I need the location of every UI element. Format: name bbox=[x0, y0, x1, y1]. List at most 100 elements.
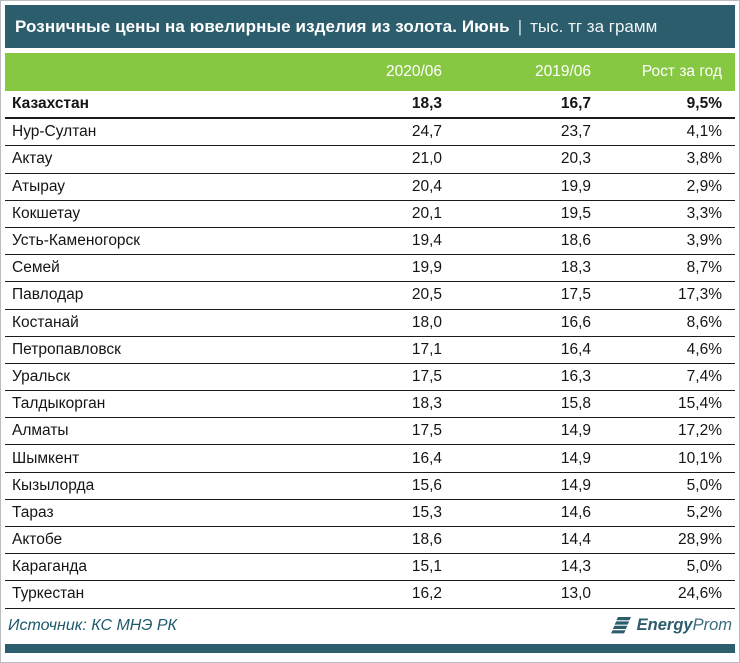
city-name-cell: Семей bbox=[5, 254, 373, 283]
column-header-growth: Рост за год bbox=[597, 53, 735, 91]
city-name-cell: Костанай bbox=[5, 309, 373, 337]
price-2020-cell: 19,9 bbox=[373, 254, 448, 283]
table-row: Кызылорда 15,6 14,9 5,0% bbox=[5, 472, 735, 500]
city-name-cell: Талдыкорган bbox=[5, 390, 373, 419]
energyprom-icon bbox=[610, 616, 632, 636]
table-row: Кокшетау 20,1 19,5 3,3% bbox=[5, 200, 735, 228]
city-name-cell: Павлодар bbox=[5, 281, 373, 310]
price-2020-cell: 18,0 bbox=[373, 309, 448, 337]
title-unit: тыс. тг за грамм bbox=[530, 16, 658, 36]
price-2019-cell: 20,3 bbox=[448, 145, 597, 174]
price-2019-cell: 15,8 bbox=[448, 390, 597, 419]
price-2019-cell: 23,7 bbox=[448, 118, 597, 147]
table-row: Алматы 17,5 14,9 17,2% bbox=[5, 417, 735, 446]
table-row: Шымкент 16,4 14,9 10,1% bbox=[5, 444, 735, 473]
table-row: Костанай 18,0 16,6 8,6% bbox=[5, 309, 735, 337]
title-separator: | bbox=[517, 16, 523, 36]
price-2020-cell: 18,3 bbox=[373, 390, 448, 419]
price-2020-cell: 20,4 bbox=[373, 173, 448, 201]
city-name-cell: Кокшетау bbox=[5, 200, 373, 228]
growth-cell: 7,4% bbox=[597, 363, 735, 392]
growth-cell: 8,7% bbox=[597, 254, 735, 283]
column-header-2019-06: 2019/06 bbox=[448, 53, 597, 91]
price-2019-cell: 13,0 bbox=[448, 580, 597, 609]
growth-cell: 17,3% bbox=[597, 281, 735, 310]
price-table: 2020/06 2019/06 Рост за год Казахстан 18,… bbox=[5, 53, 735, 609]
bottom-accent-bar bbox=[5, 643, 735, 653]
price-2020-cell: 19,4 bbox=[373, 227, 448, 256]
city-name-cell: Караганда bbox=[5, 553, 373, 582]
city-name-cell: Актау bbox=[5, 145, 373, 174]
price-2020-cell: 17,5 bbox=[373, 363, 448, 392]
price-2019-cell: 14,9 bbox=[448, 444, 597, 473]
price-2019-cell: 14,9 bbox=[448, 472, 597, 500]
growth-cell: 17,2% bbox=[597, 417, 735, 446]
price-2019-cell: 19,5 bbox=[448, 200, 597, 228]
growth-cell: 4,6% bbox=[597, 336, 735, 364]
price-2020-cell: 18,3 bbox=[373, 91, 448, 120]
price-2020-cell: 17,1 bbox=[373, 336, 448, 364]
price-2020-cell: 15,3 bbox=[373, 499, 448, 528]
city-name-cell: Туркестан bbox=[5, 580, 373, 609]
price-2019-cell: 19,9 bbox=[448, 173, 597, 201]
price-2019-cell: 18,6 bbox=[448, 227, 597, 256]
growth-cell: 5,0% bbox=[597, 553, 735, 582]
table-row: Талдыкорган 18,3 15,8 15,4% bbox=[5, 390, 735, 419]
price-2020-cell: 20,5 bbox=[373, 281, 448, 310]
city-name-cell: Алматы bbox=[5, 417, 373, 446]
city-name-cell: Нур-Султан bbox=[5, 118, 373, 147]
title-bar: Розничные цены на ювелирные изделия из з… bbox=[5, 5, 735, 48]
growth-cell: 24,6% bbox=[597, 580, 735, 609]
price-2019-cell: 14,4 bbox=[448, 526, 597, 555]
table-row: Туркестан 16,2 13,0 24,6% bbox=[5, 580, 735, 609]
price-2020-cell: 20,1 bbox=[373, 200, 448, 228]
price-2020-cell: 18,6 bbox=[373, 526, 448, 555]
table-row: Усть-Каменогорск 19,4 18,6 3,9% bbox=[5, 227, 735, 256]
table-row: Тараз 15,3 14,6 5,2% bbox=[5, 499, 735, 528]
city-name-cell: Казахстан bbox=[5, 91, 373, 120]
city-name-cell: Тараз bbox=[5, 499, 373, 528]
price-2019-cell: 16,3 bbox=[448, 363, 597, 392]
growth-cell: 28,9% bbox=[597, 526, 735, 555]
city-name-cell: Кызылорда bbox=[5, 472, 373, 500]
table-row: Петропавловск 17,1 16,4 4,6% bbox=[5, 336, 735, 364]
price-2019-cell: 16,6 bbox=[448, 309, 597, 337]
price-2019-cell: 16,4 bbox=[448, 336, 597, 364]
table-row: Казахстан 18,3 16,7 9,5% bbox=[5, 91, 735, 120]
city-name-cell: Уральск bbox=[5, 363, 373, 392]
footer: Источник: КС МНЭ РК EnergyProm bbox=[5, 609, 735, 643]
growth-cell: 3,9% bbox=[597, 227, 735, 256]
city-name-cell: Усть-Каменогорск bbox=[5, 227, 373, 256]
table-row: Нур-Султан 24,7 23,7 4,1% bbox=[5, 118, 735, 147]
city-name-cell: Актобе bbox=[5, 526, 373, 555]
price-2019-cell: 14,9 bbox=[448, 417, 597, 446]
growth-cell: 9,5% bbox=[597, 91, 735, 120]
city-name-cell: Атырау bbox=[5, 173, 373, 201]
price-2019-cell: 17,5 bbox=[448, 281, 597, 310]
growth-cell: 5,2% bbox=[597, 499, 735, 528]
column-header-row: 2020/06 2019/06 Рост за год bbox=[5, 53, 735, 91]
growth-cell: 3,3% bbox=[597, 200, 735, 228]
price-2020-cell: 15,1 bbox=[373, 553, 448, 582]
logo-text-prom: Prom bbox=[692, 616, 732, 635]
table-row: Уральск 17,5 16,3 7,4% bbox=[5, 363, 735, 392]
growth-cell: 10,1% bbox=[597, 444, 735, 473]
growth-cell: 15,4% bbox=[597, 390, 735, 419]
logo-text-energy: Energy bbox=[636, 616, 693, 635]
table-row: Атырау 20,4 19,9 2,9% bbox=[5, 173, 735, 201]
price-2020-cell: 21,0 bbox=[373, 145, 448, 174]
price-2019-cell: 18,3 bbox=[448, 254, 597, 283]
price-2019-cell: 16,7 bbox=[448, 91, 597, 120]
growth-cell: 8,6% bbox=[597, 309, 735, 337]
energyprom-wordmark: EnergyProm bbox=[637, 616, 732, 635]
growth-cell: 2,9% bbox=[597, 173, 735, 201]
source-note: Источник: КС МНЭ РК bbox=[8, 616, 177, 634]
price-2020-cell: 24,7 bbox=[373, 118, 448, 147]
price-2020-cell: 16,2 bbox=[373, 580, 448, 609]
table-body: Казахстан 18,3 16,7 9,5% Нур-Султан 24,7 23,7 4… bbox=[5, 91, 735, 609]
growth-cell: 3,8% bbox=[597, 145, 735, 174]
table-row: Караганда 15,1 14,3 5,0% bbox=[5, 553, 735, 582]
column-header-2020-06: 2020/06 bbox=[373, 53, 448, 91]
price-2020-cell: 17,5 bbox=[373, 417, 448, 446]
